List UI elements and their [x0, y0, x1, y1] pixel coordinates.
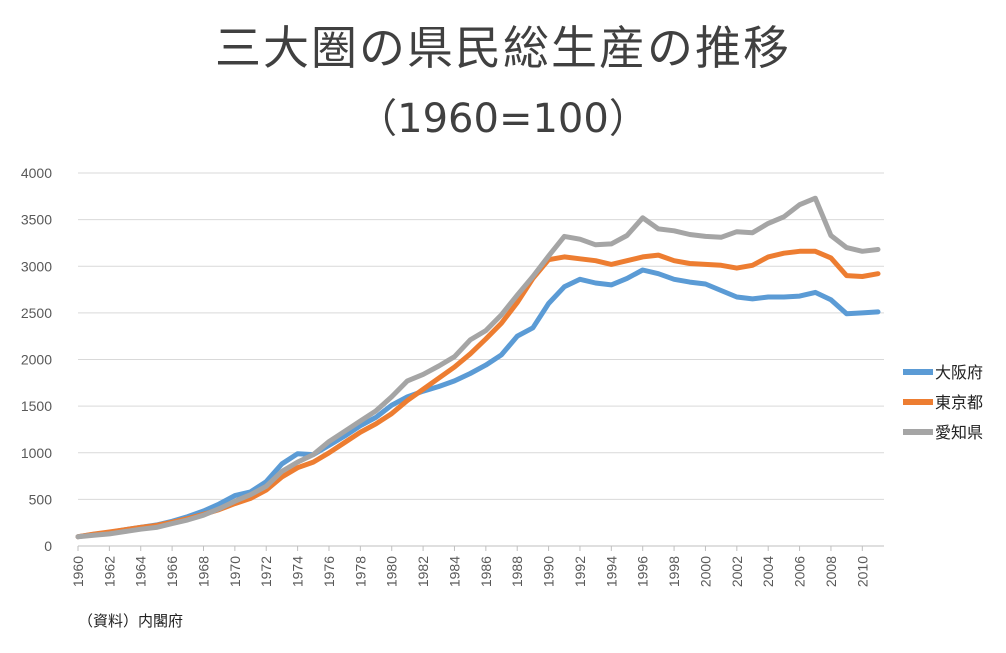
x-tick-label: 1986: [478, 556, 494, 587]
x-tick-label: 1960: [70, 556, 86, 587]
x-tick-label: 1962: [101, 556, 117, 587]
y-tick-label: 1500: [21, 398, 52, 414]
x-tick-label: 1990: [541, 556, 557, 587]
x-tick-label: 1996: [635, 556, 651, 587]
legend-label: 大阪府: [935, 363, 983, 382]
y-axis-ticks: 0 500 1000 1500 2000 2500 3000 3500 4000: [21, 165, 52, 554]
y-tick-label: 1000: [21, 445, 52, 461]
x-tick-label: 1984: [446, 556, 462, 587]
y-tick-label: 4000: [21, 165, 52, 181]
x-tick-label: 1982: [415, 556, 431, 587]
y-tick-label: 2500: [21, 305, 52, 321]
x-tick-label: 1970: [227, 556, 243, 587]
x-tick-label: 1974: [290, 556, 306, 587]
legend-label: 東京都: [935, 393, 983, 412]
y-tick-label: 0: [44, 538, 52, 554]
x-tick-label: 1978: [352, 556, 368, 587]
x-tick-label: 1988: [509, 556, 525, 587]
x-tick-label: 1964: [133, 556, 149, 587]
x-tick-label: 1972: [258, 556, 274, 587]
x-tick-label: 1976: [321, 556, 337, 587]
y-tick-label: 3000: [21, 258, 52, 274]
x-tick-label: 1980: [384, 556, 400, 587]
x-tick-label: 2006: [792, 556, 808, 587]
source-note: （資料）内閣府: [78, 612, 184, 630]
chart-title: 三大圏の県民総生産の推移: [215, 21, 791, 75]
x-axis-ticks: 1960 1962 1964 1966 1968 1970 1972 1974 1976 1978…: [70, 546, 870, 587]
x-tick-label: 1966: [164, 556, 180, 587]
x-tick-label: 1992: [572, 556, 588, 587]
chart-subtitle: （1960=100）: [357, 96, 649, 142]
series-line-2: [75, 248, 881, 540]
x-tick-label: 2010: [854, 556, 870, 587]
x-tick-label: 1998: [666, 556, 682, 587]
y-tick-label: 3500: [21, 212, 52, 228]
series-lines: [75, 195, 881, 540]
x-tick-label: 1968: [195, 556, 211, 587]
x-tick-label: 1994: [603, 556, 619, 587]
series-line-1: [75, 267, 881, 540]
legend-label: 愛知県: [935, 423, 983, 442]
x-tick-label: 2000: [697, 556, 713, 587]
y-tick-label: 500: [29, 491, 53, 507]
x-tick-label: 2002: [729, 556, 745, 587]
series-line-3: [75, 195, 881, 540]
x-tick-label: 2004: [760, 556, 776, 587]
y-tick-label: 2000: [21, 352, 52, 368]
x-tick-label: 2008: [823, 556, 839, 587]
